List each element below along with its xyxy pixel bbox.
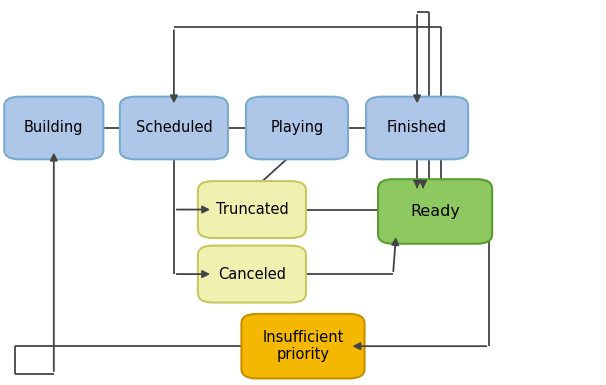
FancyBboxPatch shape xyxy=(246,97,348,159)
Text: Truncated: Truncated xyxy=(216,202,288,217)
FancyBboxPatch shape xyxy=(366,97,468,159)
Text: Finished: Finished xyxy=(387,121,447,136)
FancyBboxPatch shape xyxy=(4,97,104,159)
Text: Building: Building xyxy=(24,121,84,136)
Text: Ready: Ready xyxy=(410,204,460,219)
FancyBboxPatch shape xyxy=(198,246,306,303)
FancyBboxPatch shape xyxy=(120,97,228,159)
Text: Scheduled: Scheduled xyxy=(136,121,212,136)
FancyBboxPatch shape xyxy=(378,179,492,244)
Text: Playing: Playing xyxy=(270,121,324,136)
Text: Canceled: Canceled xyxy=(218,266,286,281)
FancyBboxPatch shape xyxy=(198,181,306,238)
FancyBboxPatch shape xyxy=(241,314,365,378)
Text: Insufficient
priority: Insufficient priority xyxy=(262,330,344,362)
